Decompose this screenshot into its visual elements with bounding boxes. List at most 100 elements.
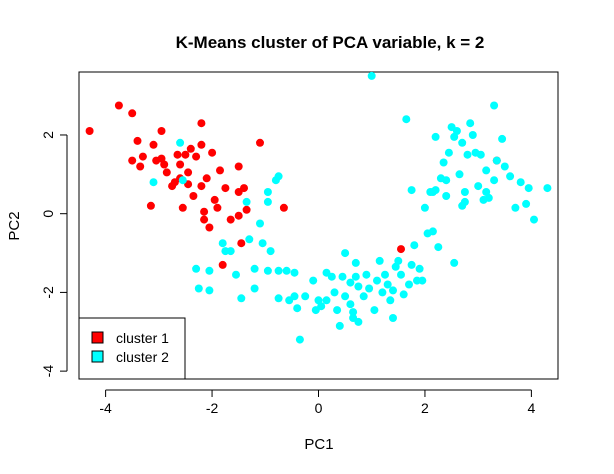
point-cluster-1 [85,127,94,135]
point-cluster-2 [226,247,235,256]
point-cluster-2 [359,292,368,301]
point-cluster-1 [200,215,209,224]
x-axis: -4 -2 0 2 4 [99,389,535,416]
point-cluster-2 [524,184,533,193]
x-tick-label: -2 [206,400,219,416]
point-cluster-1 [149,140,158,149]
legend-label-cluster-2: cluster 2 [116,349,169,365]
point-cluster-2 [354,282,363,291]
point-cluster-2 [242,197,251,206]
point-cluster-2 [351,258,360,267]
point-cluster-2 [263,197,272,206]
point-cluster-2 [476,150,485,159]
point-cluster-2 [434,243,443,252]
point-cluster-1 [173,150,182,159]
point-cluster-1 [397,245,405,254]
point-cluster-2 [237,294,246,303]
point-cluster-2 [399,290,408,299]
point-cluster-2 [373,276,381,285]
x-axis-label: PC1 [304,436,333,453]
point-cluster-2 [274,294,283,303]
point-cluster-1 [234,162,243,171]
point-cluster-2 [322,296,331,305]
x-tick-label: 2 [421,400,429,416]
point-cluster-1 [240,184,248,193]
point-cluster-1 [133,136,142,145]
point-cluster-1 [146,201,155,210]
point-cluster-2 [490,176,499,185]
point-cluster-2 [378,288,387,297]
point-cluster-2 [463,150,472,159]
point-cluster-1 [202,174,211,183]
point-cluster-2 [389,314,397,322]
y-tick-label: 0 [40,210,56,218]
point-cluster-2 [263,266,272,275]
point-cluster-2 [258,239,267,248]
point-cluster-1 [205,223,214,232]
legend-label-cluster-1: cluster 1 [116,330,169,346]
point-cluster-2 [341,292,350,301]
point-cluster-1 [138,152,147,161]
point-cluster-2 [256,219,264,228]
y-axis: -4 -2 0 2 [40,131,68,378]
point-cluster-2 [444,148,453,157]
point-cluster-2 [205,286,214,295]
x-tick-label: 0 [315,400,323,416]
point-cluster-1 [242,205,251,214]
point-cluster-2 [330,288,339,297]
plot-frame [78,71,559,380]
point-cluster-2 [442,192,451,200]
point-cluster-2 [333,306,342,315]
point-cluster-2 [407,186,416,195]
point-cluster-1 [160,160,169,169]
point-cluster-2 [274,266,283,275]
point-cluster-2 [149,178,158,187]
point-cluster-2 [266,247,275,256]
point-cluster-2 [335,321,344,330]
point-cluster-2 [362,270,371,279]
point-cluster-2 [293,304,302,313]
point-cluster-2 [349,308,358,317]
point-cluster-2 [468,131,477,139]
point-cluster-2 [178,176,187,185]
point-cluster-2 [290,268,299,277]
point-cluster-1 [178,203,187,212]
point-cluster-2 [389,286,397,295]
point-cluster-1 [184,168,193,177]
point-cluster-1 [128,109,137,118]
point-cluster-2 [415,264,424,273]
point-cluster-2 [428,227,437,236]
point-cluster-2 [367,71,376,80]
point-cluster-2 [474,182,483,191]
point-cluster-2 [365,284,374,293]
point-cluster-1 [197,140,206,149]
point-cluster-1 [226,215,235,224]
point-cluster-1 [197,182,206,191]
point-cluster-2 [383,280,392,289]
point-cluster-2 [245,235,254,244]
point-cluster-2 [354,317,363,326]
point-cluster-2 [530,215,538,224]
point-cluster-1 [234,211,243,220]
legend-swatch-cluster-1 [91,331,104,344]
point-cluster-2 [431,132,440,141]
point-cluster-2 [250,284,259,293]
point-cluster-1 [216,166,224,175]
point-cluster-1 [208,148,217,157]
point-cluster-1 [189,192,198,200]
y-tick-label: -2 [40,286,56,299]
point-cluster-2 [205,266,214,275]
point-cluster-2 [290,292,299,301]
point-cluster-2 [418,276,427,285]
point-cluster-1 [157,127,166,135]
point-cluster-2 [500,162,509,171]
point-cluster-2 [250,264,259,273]
y-tick-label: -4 [40,365,56,378]
point-cluster-2 [346,300,355,309]
point-cluster-2 [482,166,491,175]
point-cluster-2 [346,278,355,287]
chart-title: K-Means cluster of PCA variable, k = 2 [176,33,485,52]
point-cluster-2 [338,272,347,281]
point-cluster-2 [274,172,283,181]
